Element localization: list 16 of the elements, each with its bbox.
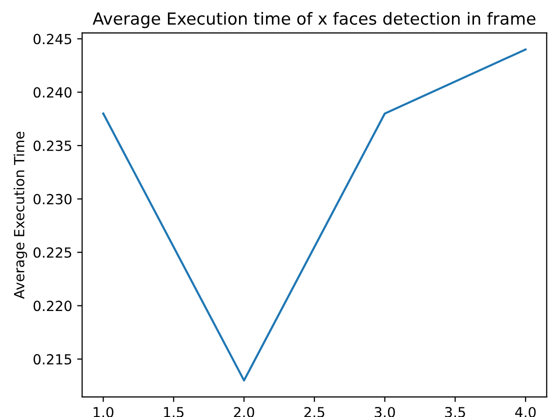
x-tick-label: 3.5	[445, 406, 466, 417]
y-tick-label: 0.225	[34, 247, 72, 258]
x-tick-label: 1.5	[164, 407, 184, 417]
y-tick-label: 0.245	[34, 34, 72, 44]
chart-title: Average Execution time of x faces detection in frame	[92, 12, 536, 28]
y-tick-label: 0.240	[34, 87, 72, 98]
x-tick-label: 3.0	[374, 406, 395, 417]
y-tick-label: 0.230	[34, 194, 72, 204]
y-tick-label: 0.220	[34, 300, 72, 312]
y-axis-title: Average Execution Time	[14, 132, 28, 299]
y-tick-label: 0.235	[34, 140, 72, 152]
x-tick-label: 2.5	[304, 406, 324, 417]
x-tick-label: 4.0	[515, 406, 536, 417]
y-tick-label: 0.215	[34, 354, 72, 365]
x-tick-label: 2.0	[234, 406, 254, 417]
x-tick-label: 1.0	[94, 406, 114, 417]
